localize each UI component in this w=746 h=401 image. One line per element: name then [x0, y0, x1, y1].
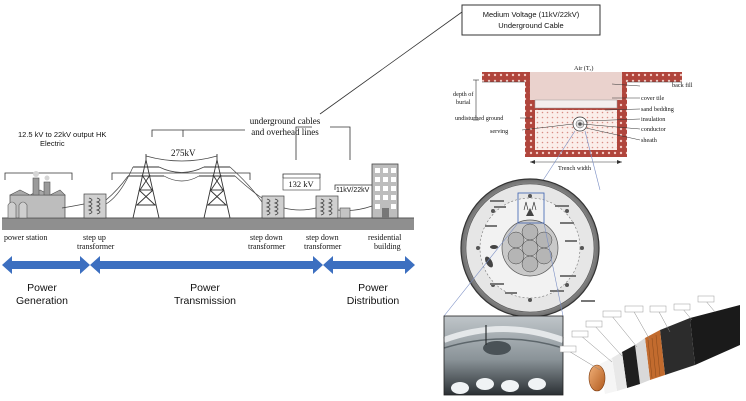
trench-cover-tile-label: cover tile [641, 95, 664, 102]
trench-depth-line2: burial [456, 99, 471, 106]
cables-label-line2: and overhead lines [251, 127, 319, 137]
label-step-down-1-1: step down [250, 233, 283, 242]
trench-diagram [473, 72, 682, 164]
power-station-icon [7, 171, 66, 219]
callout-line1: Medium Voltage (11kV/22kV) [483, 10, 580, 19]
generation-arrow [2, 256, 90, 274]
label-step-down-1-2: transformer [248, 242, 286, 251]
trench-sheath-label: sheath [641, 137, 658, 144]
callout-box: Medium Voltage (11kV/22kV) Underground C… [461, 4, 601, 36]
voltage-132-box [282, 177, 321, 191]
cables-label-line1: underground cables [250, 116, 321, 126]
stage-distribution-line1: Power [358, 282, 388, 294]
trench-serving-label: serving [490, 128, 508, 135]
voltage-132-label: 132 kV [288, 179, 314, 189]
trench-width-label: Trench width [558, 165, 592, 172]
trench-insulation-label: insulation [641, 116, 665, 123]
ground-strip [2, 218, 414, 230]
callout-leader-line [319, 11, 463, 115]
voltage-11-22-label: 11kV/22kV [336, 187, 370, 194]
label-power-station: power station [4, 233, 47, 242]
voltage-275-label: 275kV [171, 148, 196, 158]
transmission-tower-1-icon [128, 154, 164, 219]
transmission-arrow [90, 256, 323, 274]
trench-sand-bedding-label: sand bedding [641, 106, 674, 113]
residential-building-icon [371, 163, 399, 219]
step-down-transformer-1-icon [261, 195, 285, 219]
step-up-transformer-icon [83, 193, 107, 219]
stage-distribution-line2: Distribution [347, 295, 400, 307]
zoom-lines-2 [443, 222, 564, 317]
label-residential-2: building [374, 242, 401, 251]
trench-undisturbed-label: undisturbed ground [455, 115, 504, 122]
cable-3d-illustration [559, 295, 740, 394]
trench-air-label: Air (Tₐ) [574, 65, 593, 72]
label-residential-1: residential [368, 233, 402, 242]
stage-generation-line2: Generation [16, 295, 68, 307]
station-output-line1: 12.5 kV to 22kV output HK [18, 130, 106, 139]
trench-back-fill-label: back fill [672, 82, 693, 89]
label-step-up-1: step up [83, 233, 106, 242]
label-step-down-2-2: transformer [304, 242, 342, 251]
stage-transmission-line2: Transmission [174, 295, 236, 307]
distribution-arrow [323, 256, 415, 274]
zoom-lines-1 [539, 130, 601, 191]
trench-conductor-label: conductor [641, 126, 666, 133]
callout-line2: Underground Cable [498, 21, 563, 30]
microscope-photo [442, 315, 565, 396]
stage-generation-line1: Power [27, 282, 57, 294]
label-step-up-2: transformer [77, 242, 115, 251]
stage-arrows [2, 256, 415, 274]
transmission-tower-2-icon [199, 154, 235, 219]
station-output-line2: Electric [40, 139, 65, 148]
step-down-transformer-2-icon [315, 195, 351, 219]
cover-tile [534, 99, 618, 109]
power-lines [61, 155, 373, 211]
cable-cross-section [460, 178, 600, 318]
stage-transmission-line1: Power [190, 282, 220, 294]
label-step-down-2-1: step down [306, 233, 339, 242]
trench-depth-line1: depth of [453, 91, 474, 98]
